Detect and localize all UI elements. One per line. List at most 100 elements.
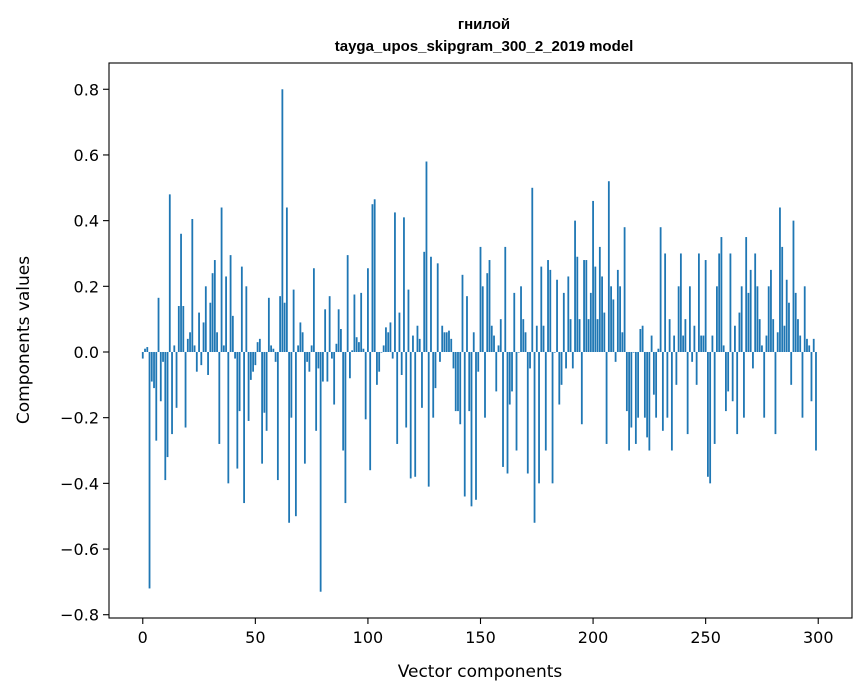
bar-79 xyxy=(319,351,322,592)
bar-190 xyxy=(569,319,572,352)
bar-172 xyxy=(529,351,531,369)
bar-53 xyxy=(261,351,263,464)
bar-160 xyxy=(502,351,504,467)
bar-204 xyxy=(601,276,603,352)
x-axis-ticks: 0 50 100 150 200 250 300 xyxy=(138,618,834,647)
bar-199 xyxy=(589,292,592,352)
bar-196 xyxy=(583,260,585,352)
bar-178 xyxy=(542,325,545,352)
bar-100 xyxy=(367,268,369,352)
bar-52 xyxy=(258,338,261,352)
bar-94 xyxy=(353,294,356,352)
bar-229 xyxy=(657,348,660,352)
bar-194 xyxy=(578,319,581,352)
bar-242 xyxy=(686,351,689,435)
bar-44 xyxy=(240,266,243,352)
bar-101 xyxy=(369,351,372,471)
bar-36 xyxy=(222,345,225,352)
bar-163 xyxy=(508,351,511,405)
bar-31 xyxy=(211,273,214,352)
bar-39 xyxy=(229,255,232,352)
bar-232 xyxy=(664,253,667,352)
bar-278 xyxy=(767,286,770,352)
bar-165 xyxy=(513,292,516,352)
bar-4 xyxy=(150,351,153,382)
bar-87 xyxy=(337,309,340,352)
bar-263 xyxy=(734,325,736,352)
bar-219 xyxy=(634,351,637,444)
bar-224 xyxy=(646,351,649,438)
bar-34 xyxy=(218,351,221,444)
bar-88 xyxy=(340,329,342,352)
bar-47 xyxy=(247,351,250,421)
x-tick-label: 100 xyxy=(353,628,384,647)
y-tick-label: −0.8 xyxy=(60,606,99,625)
bar-51 xyxy=(256,342,259,352)
bar-8 xyxy=(159,351,162,402)
bar-119 xyxy=(409,351,412,479)
bar-11 xyxy=(166,351,169,458)
bar-179 xyxy=(544,351,547,451)
bar-175 xyxy=(535,325,538,352)
bar-9 xyxy=(162,351,164,362)
bar-66 xyxy=(290,351,293,418)
bar-174 xyxy=(533,351,536,523)
bar-185 xyxy=(558,351,561,405)
bar-233 xyxy=(666,351,669,418)
x-axis-label: Vector components xyxy=(398,662,563,682)
bar-256 xyxy=(718,253,721,352)
bar-282 xyxy=(776,332,779,352)
bar-108 xyxy=(385,327,387,352)
bar-102 xyxy=(371,204,374,352)
bar-70 xyxy=(299,322,302,352)
bar-277 xyxy=(765,335,768,352)
bar-281 xyxy=(774,351,777,435)
bar-153 xyxy=(486,273,489,352)
bar-114 xyxy=(398,312,401,352)
y-tick-label: 0.6 xyxy=(74,146,99,165)
bar-276 xyxy=(763,351,766,418)
bar-252 xyxy=(709,351,712,484)
bar-181 xyxy=(549,269,552,352)
bar-250 xyxy=(704,260,707,352)
bar-129 xyxy=(432,351,435,418)
bar-150 xyxy=(479,246,482,352)
bar-193 xyxy=(576,256,579,352)
bar-26 xyxy=(200,351,203,366)
y-axis-label: Components values xyxy=(14,256,34,424)
bar-290 xyxy=(794,292,797,352)
bar-283 xyxy=(779,207,781,352)
bar-268 xyxy=(745,237,748,352)
bar-270 xyxy=(749,269,752,352)
bar-62 xyxy=(281,89,284,352)
bar-264 xyxy=(736,351,739,435)
bar-121 xyxy=(414,351,417,477)
bar-162 xyxy=(506,351,509,474)
bar-132 xyxy=(439,351,441,362)
bar-21 xyxy=(189,332,191,352)
bar-246 xyxy=(695,351,698,385)
bar-24 xyxy=(195,351,198,372)
bar-128 xyxy=(430,256,432,352)
y-tick-label: 0.0 xyxy=(74,343,99,362)
bar-176 xyxy=(538,351,540,484)
bar-139 xyxy=(454,351,457,412)
bar-273 xyxy=(756,286,759,352)
bar-20 xyxy=(186,338,189,352)
bar-71 xyxy=(301,332,304,352)
bar-96 xyxy=(358,342,360,352)
bar-137 xyxy=(450,338,453,352)
x-tick-label: 200 xyxy=(578,628,609,647)
bar-275 xyxy=(761,345,763,352)
bar-77 xyxy=(315,351,318,431)
bar-7 xyxy=(157,297,160,352)
bar-210 xyxy=(614,351,617,362)
bar-13 xyxy=(171,351,173,435)
chart-title: гнилой xyxy=(458,16,510,33)
bar-164 xyxy=(511,351,513,392)
bar-84 xyxy=(331,351,333,359)
bar-243 xyxy=(688,286,691,352)
bar-177 xyxy=(540,266,543,352)
bar-33 xyxy=(216,332,218,352)
